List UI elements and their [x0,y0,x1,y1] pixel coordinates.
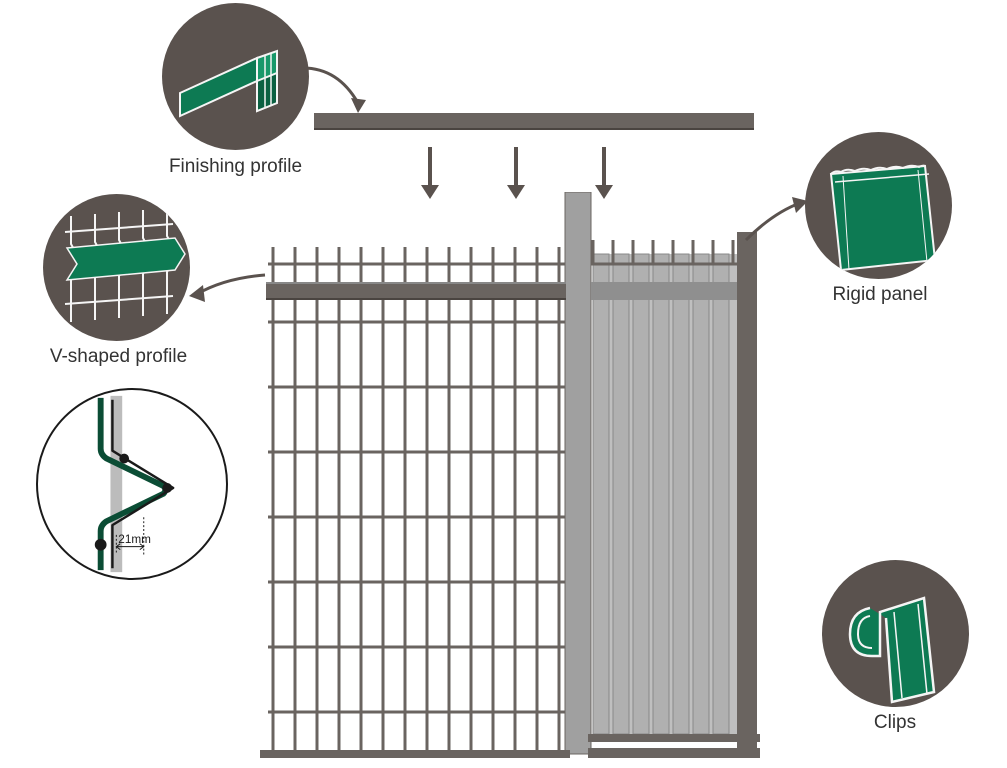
fence-assembly [260,192,780,768]
rigid-panel-arrow [738,195,818,250]
clips-callout [822,560,969,707]
finishing-profile-label: Finishing profile [162,156,309,178]
v-shaped-profile-label: V-shaped profile [36,346,201,368]
finishing-profile-arrow [298,58,378,123]
finishing-profile-callout [162,3,309,150]
cross-section-circle: 21mm [36,388,228,580]
dimension-text: 21mm [118,533,151,546]
v-shaped-profile-callout [43,194,190,341]
rigid-panel-callout [805,132,952,279]
top-finishing-bar [314,113,754,130]
clips-label: Clips [855,712,935,734]
v-shaped-arrow [185,270,275,310]
rigid-panel-label: Rigid panel [820,284,940,306]
